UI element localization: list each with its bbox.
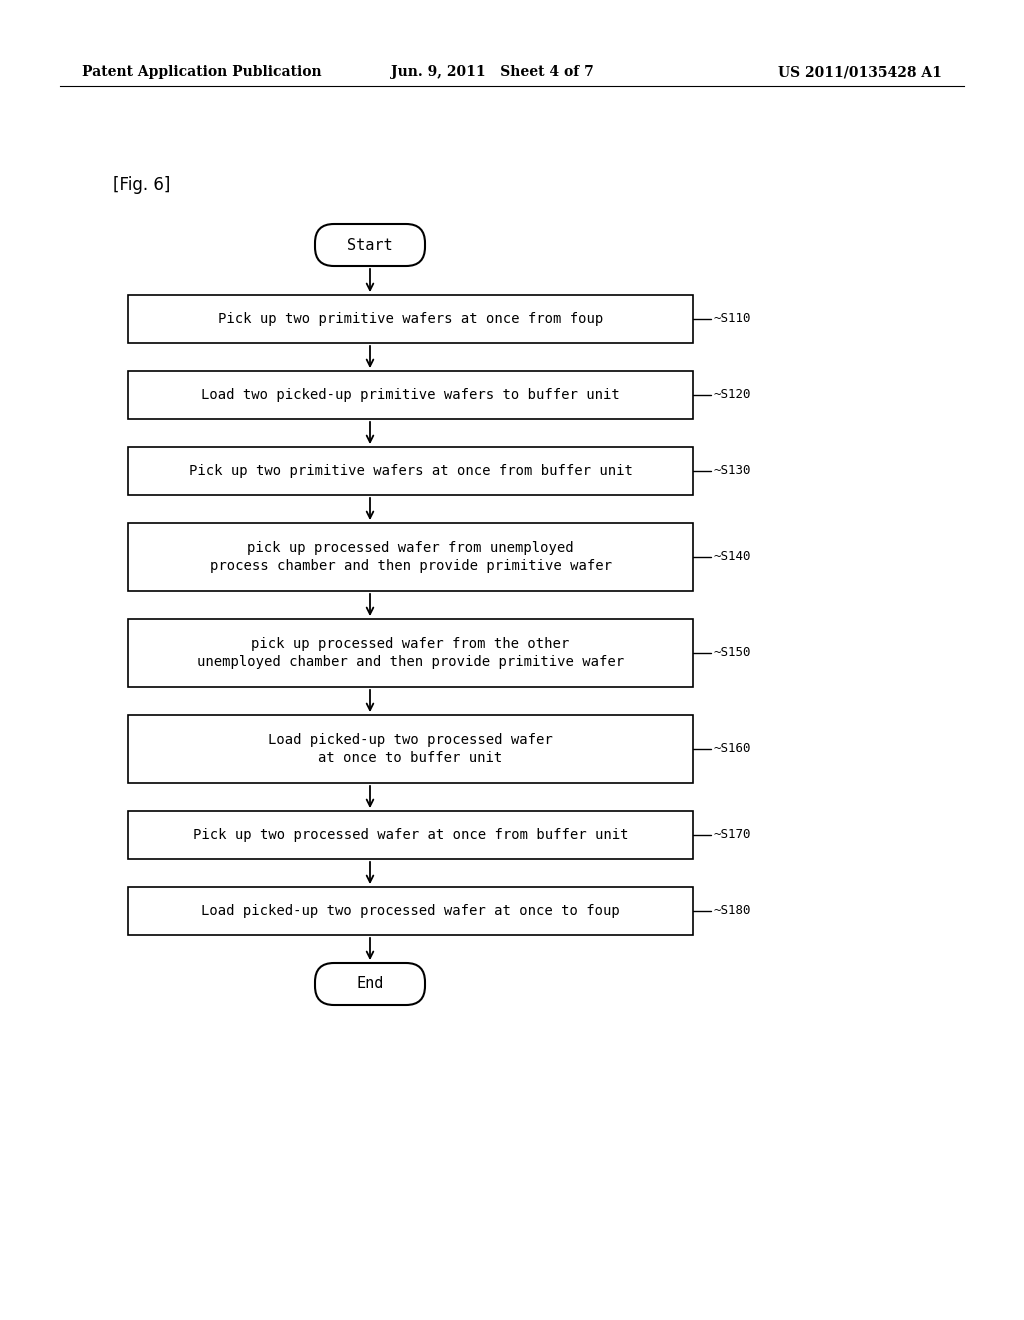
Text: Patent Application Publication: Patent Application Publication — [82, 65, 322, 79]
FancyBboxPatch shape — [128, 715, 693, 783]
Text: ~S130: ~S130 — [714, 465, 752, 478]
Text: ~S170: ~S170 — [714, 829, 752, 842]
Text: Pick up two primitive wafers at once from buffer unit: Pick up two primitive wafers at once fro… — [188, 465, 633, 478]
FancyBboxPatch shape — [315, 224, 425, 267]
Text: Pick up two processed wafer at once from buffer unit: Pick up two processed wafer at once from… — [193, 828, 629, 842]
FancyBboxPatch shape — [128, 447, 693, 495]
FancyBboxPatch shape — [128, 810, 693, 859]
Text: Load picked-up two processed wafer at once to foup: Load picked-up two processed wafer at on… — [201, 904, 620, 917]
FancyBboxPatch shape — [128, 523, 693, 591]
Text: ~S140: ~S140 — [714, 550, 752, 564]
Text: ~S120: ~S120 — [714, 388, 752, 401]
FancyBboxPatch shape — [128, 887, 693, 935]
Text: End: End — [356, 977, 384, 991]
Text: Pick up two primitive wafers at once from foup: Pick up two primitive wafers at once fro… — [218, 312, 603, 326]
Text: pick up processed wafer from unemployed
process chamber and then provide primiti: pick up processed wafer from unemployed … — [210, 541, 611, 573]
FancyBboxPatch shape — [128, 371, 693, 418]
Text: Load two picked-up primitive wafers to buffer unit: Load two picked-up primitive wafers to b… — [201, 388, 620, 403]
FancyBboxPatch shape — [315, 964, 425, 1005]
Text: US 2011/0135428 A1: US 2011/0135428 A1 — [778, 65, 942, 79]
Text: pick up processed wafer from the other
unemployed chamber and then provide primi: pick up processed wafer from the other u… — [197, 636, 624, 669]
FancyBboxPatch shape — [128, 619, 693, 686]
Text: Jun. 9, 2011   Sheet 4 of 7: Jun. 9, 2011 Sheet 4 of 7 — [390, 65, 593, 79]
Text: ~S150: ~S150 — [714, 647, 752, 660]
Text: ~S110: ~S110 — [714, 313, 752, 326]
Text: Load picked-up two processed wafer
at once to buffer unit: Load picked-up two processed wafer at on… — [268, 733, 553, 766]
Text: ~S180: ~S180 — [714, 904, 752, 917]
FancyBboxPatch shape — [128, 294, 693, 343]
Text: Start: Start — [347, 238, 393, 252]
Text: [Fig. 6]: [Fig. 6] — [113, 176, 170, 194]
Text: ~S160: ~S160 — [714, 742, 752, 755]
